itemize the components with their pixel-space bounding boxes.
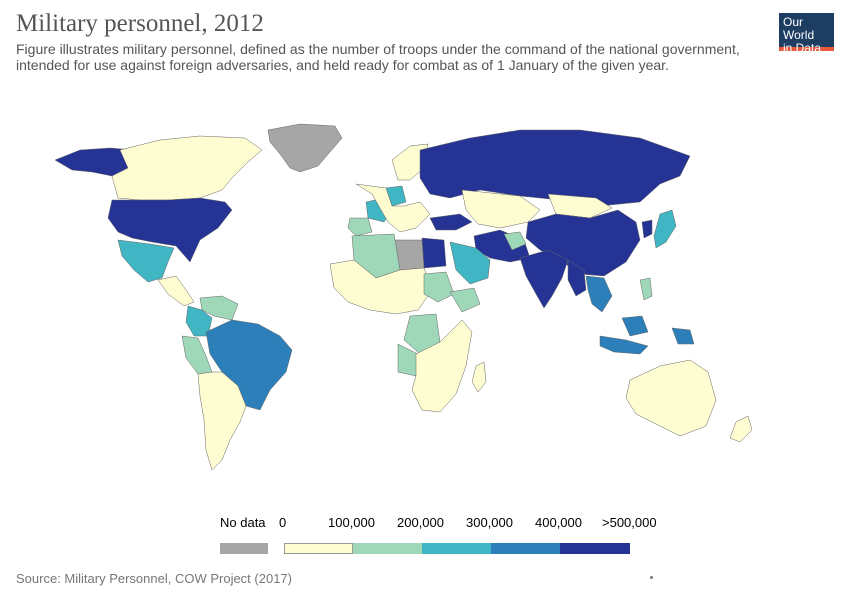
country-mexico[interactable] — [117, 239, 175, 283]
legend-bin-0-swatch[interactable] — [284, 543, 353, 554]
logo-line-1: Our World — [783, 15, 815, 42]
country-myanmar[interactable] — [567, 259, 587, 297]
chart-title: Military personnel, 2012 — [16, 10, 264, 37]
owid-logo[interactable]: Our World in Data — [779, 13, 834, 55]
legend-no-data-swatch[interactable] — [220, 543, 268, 554]
country-sudan[interactable] — [423, 271, 455, 303]
country-west-africa[interactable] — [329, 259, 433, 315]
country-vietnam-thailand[interactable] — [585, 275, 613, 313]
legend-bin-3-swatch[interactable] — [491, 543, 560, 554]
country-ethiopia[interactable] — [449, 287, 481, 313]
legend-no-data-label: No data — [220, 515, 266, 530]
legend-bin-4-swatch[interactable] — [560, 543, 630, 554]
world-map-svg — [54, 123, 753, 471]
country-usa[interactable] — [107, 197, 233, 263]
country-saudi-arabia[interactable] — [449, 241, 491, 285]
country-afghanistan[interactable] — [503, 231, 527, 251]
country-australia[interactable] — [625, 359, 717, 437]
country-japan[interactable] — [653, 209, 677, 249]
country-papua[interactable] — [671, 327, 695, 345]
country-indonesia[interactable] — [599, 335, 649, 355]
country-new-zealand[interactable] — [729, 415, 753, 443]
legend-bin-4-label: 400,000 — [535, 515, 582, 530]
country-madagascar[interactable] — [471, 361, 487, 393]
legend-max-label: >500,000 — [602, 515, 657, 530]
country-south-america-rest[interactable] — [197, 371, 247, 471]
country-china[interactable] — [525, 209, 641, 277]
country-turkey[interactable] — [429, 213, 473, 231]
country-mongolia[interactable] — [547, 193, 613, 219]
legend-bin-2-label: 200,000 — [397, 515, 444, 530]
source-note: Source: Military Personnel, COW Project … — [16, 571, 292, 586]
legend-bin-3-label: 300,000 — [466, 515, 513, 530]
country-europe-rest[interactable] — [355, 183, 431, 233]
legend-bin-2-swatch[interactable] — [422, 543, 491, 554]
country-southern-africa[interactable] — [411, 319, 473, 413]
country-peru[interactable] — [181, 335, 213, 375]
footer-dot — [650, 576, 653, 579]
country-borneo[interactable] — [621, 315, 649, 337]
legend-bin-1-swatch[interactable] — [353, 543, 422, 554]
country-philippines[interactable] — [639, 277, 653, 301]
country-spain[interactable] — [347, 217, 373, 237]
country-canada[interactable] — [111, 135, 263, 201]
legend-bin-0-label: 0 — [279, 515, 287, 530]
country-central-america[interactable] — [157, 275, 195, 307]
country-egypt[interactable] — [421, 237, 447, 269]
legend-bin-1-label: 100,000 — [328, 515, 375, 530]
country-india[interactable] — [519, 249, 569, 309]
country-korea[interactable] — [641, 219, 653, 239]
country-russia[interactable] — [419, 129, 691, 207]
map-legend: No data 0 100,000 200,000 300,000 400,00… — [0, 505, 850, 565]
country-central-asia[interactable] — [461, 189, 541, 229]
world-map[interactable] — [0, 110, 850, 480]
logo-line-2: in Data — [783, 41, 822, 55]
country-greenland[interactable] — [267, 123, 343, 173]
chart-subtitle: Figure illustrates military personnel, d… — [16, 41, 740, 73]
